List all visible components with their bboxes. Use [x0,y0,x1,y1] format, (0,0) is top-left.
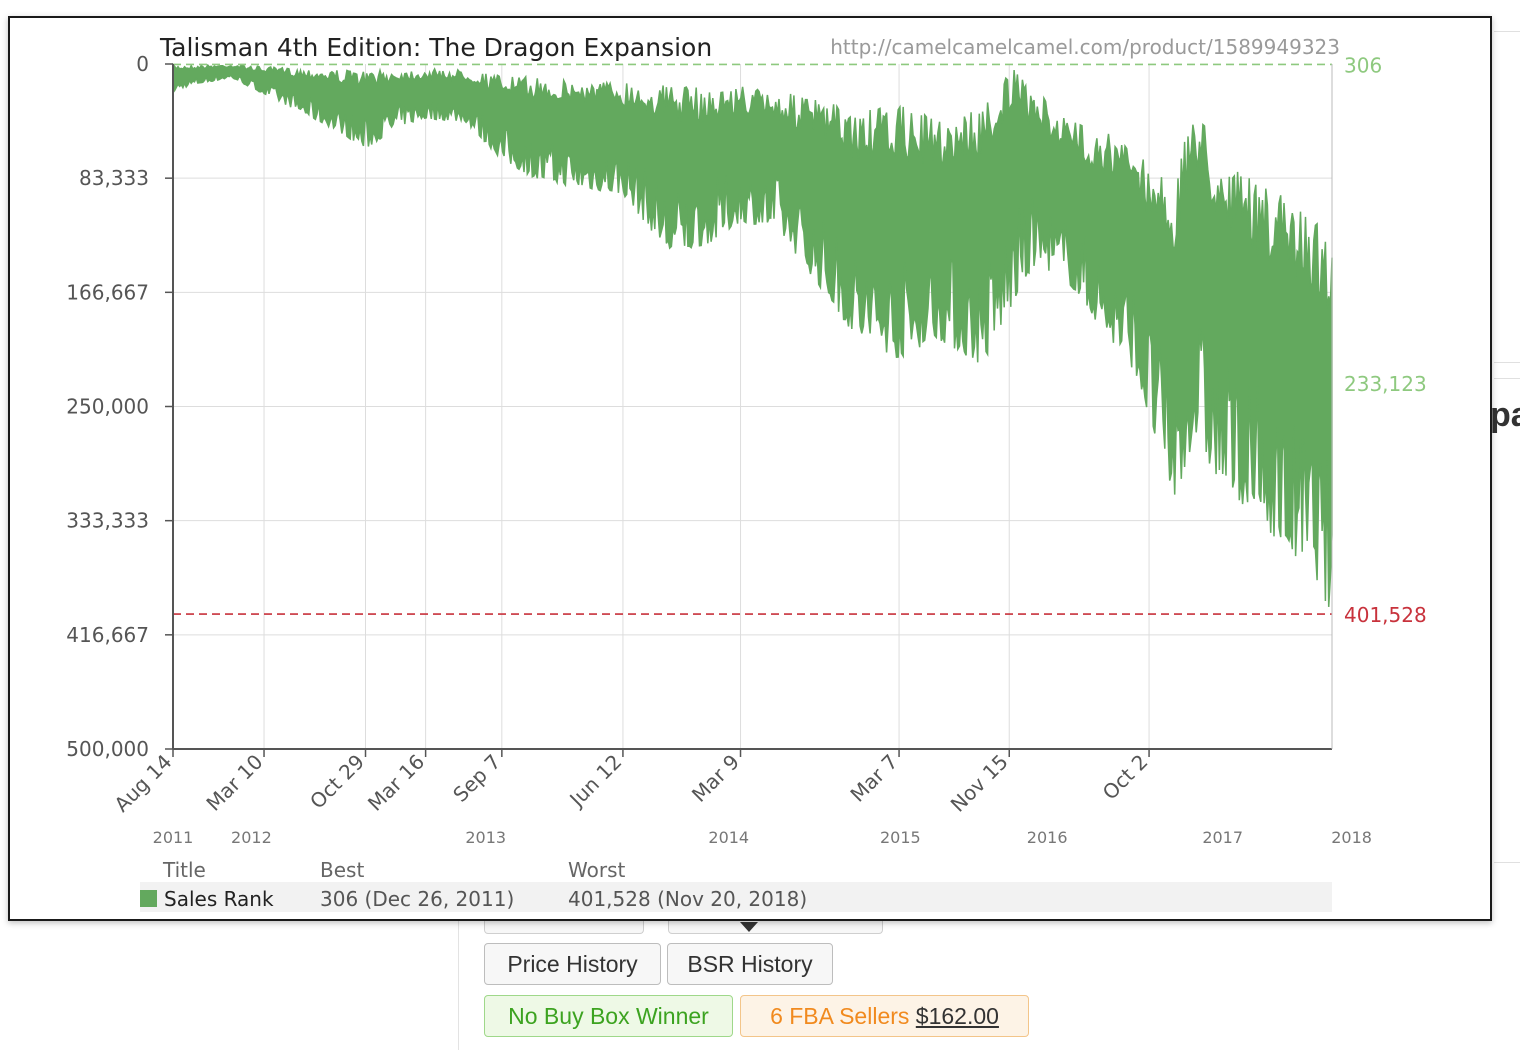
legend-series-name: Sales Rank [164,887,274,911]
x-tick-label: Mar 10 [201,750,267,816]
x-tick-label: Jun 12 [563,750,626,813]
fba-sellers-badge[interactable]: 6 FBA Sellers $162.00 [740,995,1029,1037]
y-tick-label: 333,333 [66,509,149,533]
y-tick-label: 166,667 [66,280,149,304]
year-label: 2014 [708,828,749,847]
x-tick-label: Nov 15 [946,750,1013,817]
year-label: 2013 [465,828,506,847]
no-buy-box-badge[interactable]: No Buy Box Winner [484,995,733,1037]
y-tick-label: 250,000 [66,395,149,419]
legend-header: Title [162,858,206,882]
chart-title: Talisman 4th Edition: The Dragon Expansi… [159,33,712,62]
best-rank-label: 306 [1344,53,1382,77]
x-tick-label: Mar 9 [687,750,744,807]
worst-rank-label: 401,528 [1344,603,1427,627]
y-tick-label: 83,333 [79,166,149,190]
x-tick-label: Mar 7 [845,750,902,807]
legend-header: Best [320,858,364,882]
hidden-button-stub [484,918,644,934]
background-divider [1494,378,1520,379]
x-tick-label: Sep 7 [448,750,505,807]
x-tick-label: Oct 29 [305,750,369,814]
year-label: 2018 [1331,828,1372,847]
fba-sellers-label: 6 FBA Sellers [770,1003,910,1029]
legend-row-background [140,882,1332,912]
background-divider [458,920,459,1050]
legend-header: Worst [568,858,625,882]
x-tick-label: Oct 2 [1098,750,1153,805]
price-history-button[interactable]: Price History [484,943,661,985]
year-label: 2012 [231,828,272,847]
background-divider [1494,31,1520,32]
chart-url: http://camelcamelcamel.com/product/15899… [830,35,1340,59]
legend-worst-value: 401,528 (Nov 20, 2018) [568,887,807,911]
sales-rank-chart: 0 83,333 166,667 250,000 333,333 416,667 500,0… [66,33,1427,912]
year-label: 2016 [1027,828,1068,847]
legend-best-value: 306 (Dec 26, 2011) [320,887,514,911]
background-divider [1494,362,1520,363]
bsr-chart-popup: 0 83,333 166,667 250,000 333,333 416,667 500,0… [8,16,1492,921]
y-tick-label: 500,000 [66,737,149,761]
year-label: 2011 [153,828,194,847]
hidden-button-stub [668,918,883,934]
year-label: 2015 [880,828,921,847]
background-text: pa [1490,396,1520,434]
bsr-history-button[interactable]: BSR History [667,943,833,985]
y-tick-label: 0 [136,52,149,76]
popup-pointer-icon [740,922,758,932]
sales-rank-series [172,62,1333,607]
y-tick-label: 416,667 [66,623,149,647]
year-label: 2017 [1202,828,1243,847]
x-tick-label: Mar 16 [363,750,429,816]
fba-price-link[interactable]: $162.00 [915,1003,999,1029]
background-divider [1494,862,1520,863]
sales-rank-legend-swatch [140,890,157,907]
current-rank-label: 233,123 [1344,372,1427,396]
